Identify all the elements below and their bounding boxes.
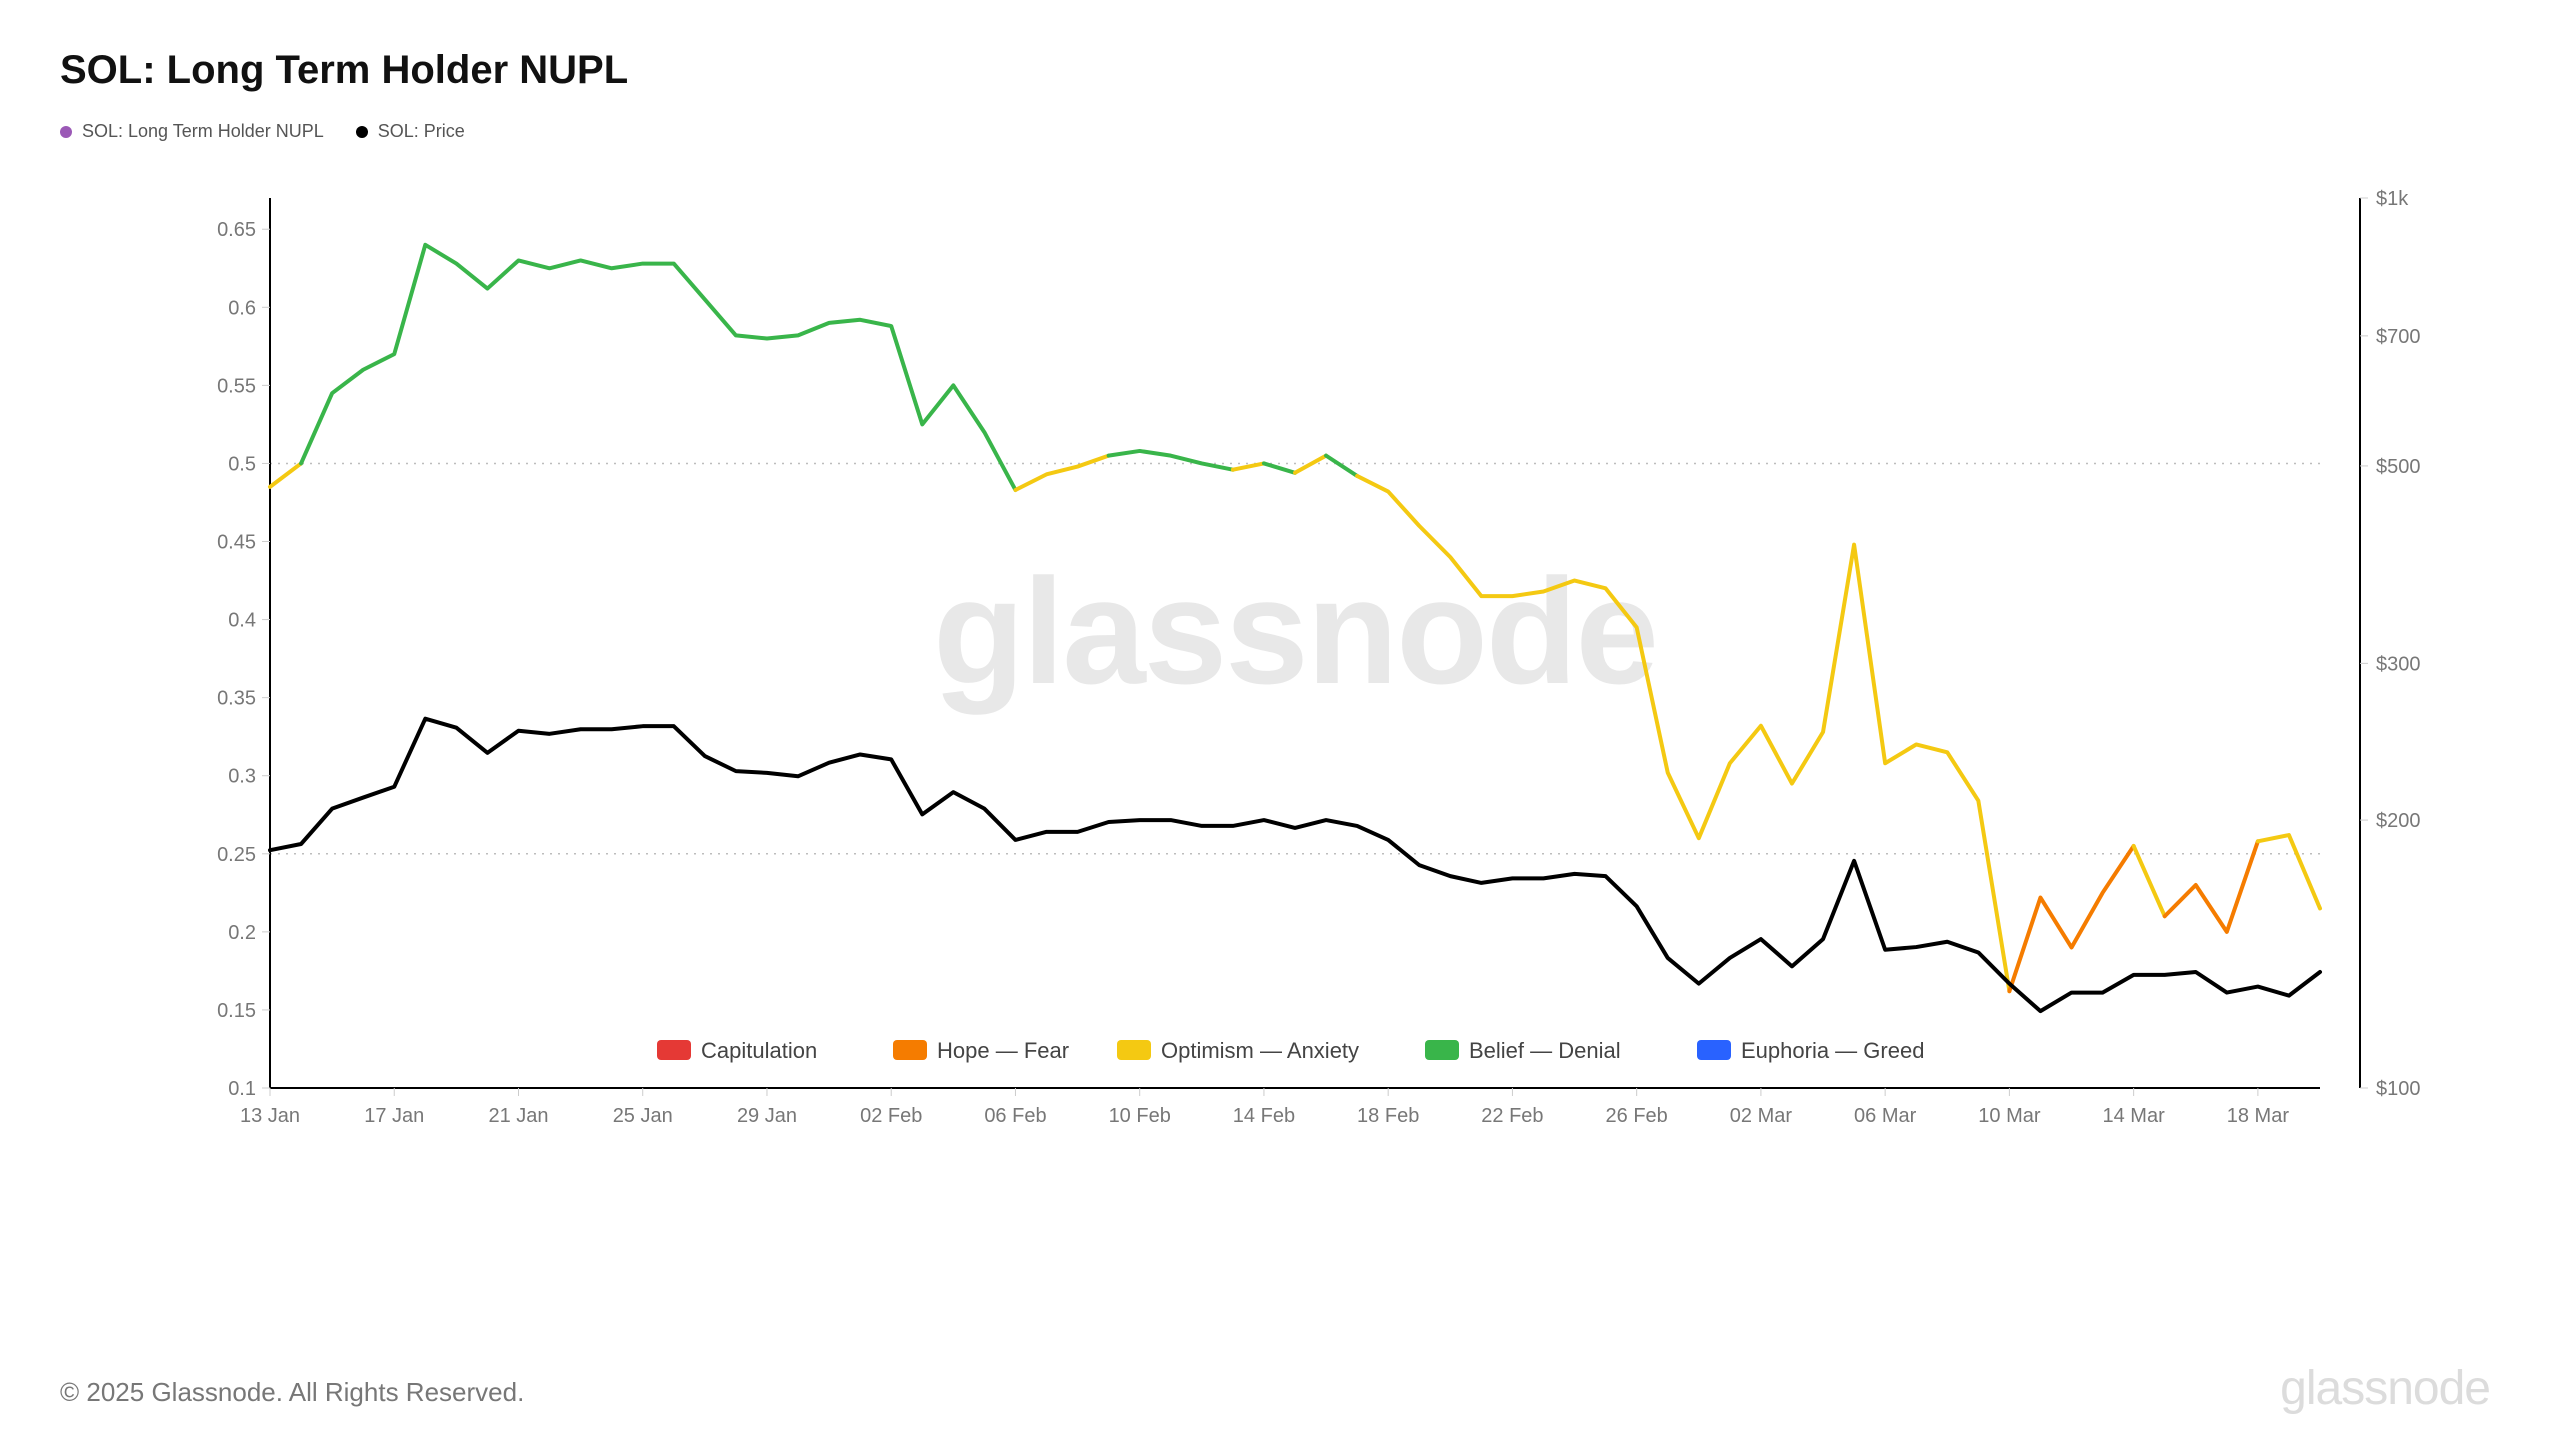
nupl-line-segment	[2134, 846, 2165, 916]
y-left-tick-label: 0.35	[217, 688, 256, 710]
y-right-tick-label: $700	[2376, 326, 2421, 348]
legend-item-price[interactable]: SOL: Price	[356, 121, 465, 142]
nupl-line-segment	[1264, 463, 1295, 472]
footer-logo: glassnode	[2280, 1361, 2490, 1416]
x-tick-label: 10 Feb	[1109, 1105, 1171, 1127]
category-label[interactable]: Capitulation	[701, 1038, 817, 1063]
y-left-tick-label: 0.25	[217, 844, 256, 866]
y-left-tick-label: 0.1	[228, 1078, 256, 1100]
nupl-line-segment	[1326, 456, 1357, 476]
y-right-tick-label: $1k	[2376, 188, 2409, 210]
x-tick-label: 14 Mar	[2103, 1105, 2166, 1127]
x-tick-label: 26 Feb	[1606, 1105, 1668, 1127]
chart-area: glassnode 0.1 0.15 0.2 0.25 0.3 0.35 0.4 0.45 0.5…	[60, 150, 2504, 1230]
x-tick-label: 29 Jan	[737, 1105, 797, 1127]
x-tick-label: 22 Feb	[1481, 1105, 1543, 1127]
x-tick-label: 18 Mar	[2227, 1105, 2290, 1127]
x-tick-label: 02 Mar	[1730, 1105, 1793, 1127]
y-left-tick-label: 0.2	[228, 922, 256, 944]
copyright-footer: © 2025 Glassnode. All Rights Reserved.	[60, 1377, 524, 1408]
category-swatch[interactable]	[1117, 1040, 1151, 1060]
legend-dot-nupl	[60, 126, 72, 138]
y-left-tick-label: 0.15	[217, 1000, 256, 1022]
top-legend: SOL: Long Term Holder NUPL SOL: Price	[60, 121, 2504, 142]
nupl-line-segment	[270, 463, 301, 486]
y-left-tick-label: 0.6	[228, 297, 256, 319]
y-right-tick-label: $500	[2376, 456, 2421, 478]
x-tick-label: 06 Feb	[984, 1105, 1046, 1127]
y-left-tick-label: 0.4	[228, 610, 256, 632]
y-left-tick-label: 0.65	[217, 219, 256, 241]
x-tick-label: 13 Jan	[240, 1105, 300, 1127]
category-label[interactable]: Optimism — Anxiety	[1161, 1038, 1359, 1063]
nupl-line-segment	[2009, 846, 2133, 991]
category-label[interactable]: Belief — Denial	[1469, 1038, 1621, 1063]
price-line	[270, 719, 2320, 1011]
category-swatch[interactable]	[893, 1040, 927, 1060]
x-tick-label: 25 Jan	[613, 1105, 673, 1127]
nupl-line-segment	[2258, 835, 2320, 908]
x-tick-label: 10 Mar	[1978, 1105, 2041, 1127]
x-tick-label: 14 Feb	[1233, 1105, 1295, 1127]
legend-item-nupl[interactable]: SOL: Long Term Holder NUPL	[60, 121, 324, 142]
nupl-line-segment	[1109, 451, 1233, 470]
nupl-line-segment	[2165, 841, 2258, 932]
legend-label-price: SOL: Price	[378, 121, 465, 142]
y-right-tick-label: $300	[2376, 653, 2421, 675]
x-tick-label: 02 Feb	[860, 1105, 922, 1127]
y-right-tick-label: $100	[2376, 1078, 2421, 1100]
chart-svg: glassnode 0.1 0.15 0.2 0.25 0.3 0.35 0.4 0.45 0.5…	[60, 150, 2500, 1230]
legend-label-nupl: SOL: Long Term Holder NUPL	[82, 121, 324, 142]
category-label[interactable]: Euphoria — Greed	[1741, 1038, 1924, 1063]
x-tick-label: 21 Jan	[488, 1105, 548, 1127]
legend-dot-price	[356, 126, 368, 138]
chart-title: SOL: Long Term Holder NUPL	[60, 48, 2504, 93]
x-tick-label: 18 Feb	[1357, 1105, 1419, 1127]
nupl-line-segment	[1295, 456, 1326, 473]
y-left-tick-label: 0.55	[217, 375, 256, 397]
nupl-line-segment	[301, 245, 1015, 490]
watermark: glassnode	[933, 547, 1657, 715]
y-left-tick-label: 0.3	[228, 766, 256, 788]
y-right-tick-label: $200	[2376, 810, 2421, 832]
category-swatch[interactable]	[1425, 1040, 1459, 1060]
y-left-tick-label: 0.5	[228, 453, 256, 475]
category-label[interactable]: Hope — Fear	[937, 1038, 1069, 1063]
category-swatch[interactable]	[1697, 1040, 1731, 1060]
category-swatch[interactable]	[657, 1040, 691, 1060]
nupl-line-segment	[1233, 463, 1264, 469]
nupl-line-segment	[1015, 456, 1108, 490]
x-tick-label: 17 Jan	[364, 1105, 424, 1127]
y-left-tick-label: 0.45	[217, 532, 256, 554]
x-tick-label: 06 Mar	[1854, 1105, 1917, 1127]
